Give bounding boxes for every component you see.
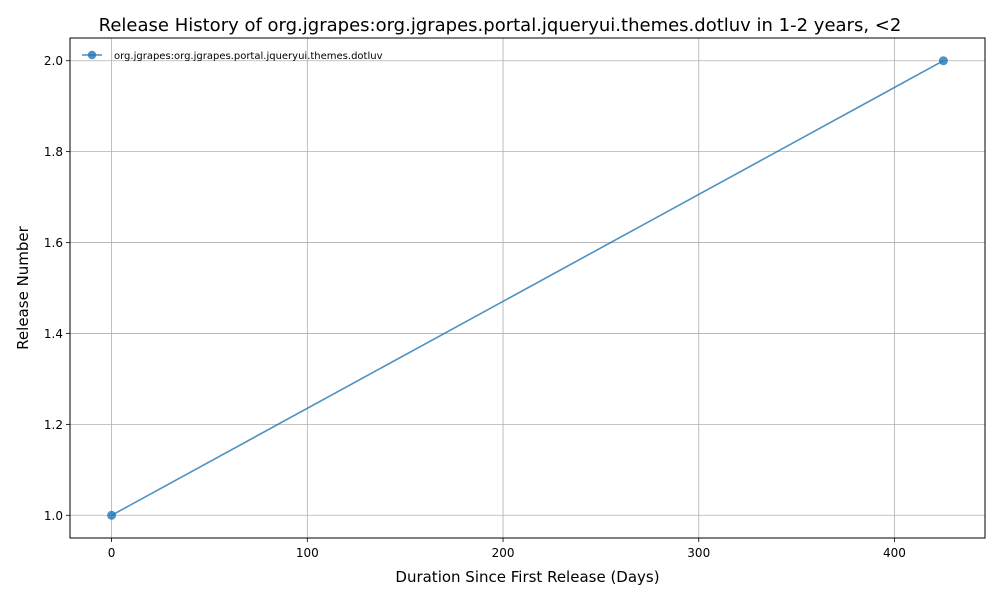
y-tick-label: 1.6 xyxy=(44,236,63,250)
series-layer xyxy=(107,56,948,520)
y-tick-label: 1.0 xyxy=(44,509,63,523)
data-point xyxy=(938,56,948,66)
y-tick-label: 2.0 xyxy=(44,54,63,68)
legend-marker-swatch xyxy=(87,50,97,60)
series-line xyxy=(111,60,944,516)
y-tick-label: 1.4 xyxy=(44,327,63,341)
x-axis-label: Duration Since First Release (Days) xyxy=(395,568,659,586)
legend-entry-label: org.jgrapes:org.jgrapes.portal.jqueryui.… xyxy=(114,51,383,62)
y-tick-label: 1.2 xyxy=(44,418,63,432)
x-tick-label: 200 xyxy=(492,546,515,560)
plot-area-frame xyxy=(69,37,986,539)
x-tick-label: 400 xyxy=(883,546,906,560)
legend: org.jgrapes:org.jgrapes.portal.jqueryui.… xyxy=(82,50,383,62)
x-tick-label: 300 xyxy=(687,546,710,560)
chart-title: Release History of org.jgrapes:org.jgrap… xyxy=(99,15,902,36)
x-tick-label: 0 xyxy=(108,546,116,560)
data-point xyxy=(107,510,117,520)
tick-layer: 0 100 200 300 400 1.0 1.2 1.4 1.6 1.8 2.0 xyxy=(44,54,906,560)
y-axis-label: Release Number xyxy=(14,225,32,349)
y-tick-label: 1.8 xyxy=(44,145,63,159)
grid-layer xyxy=(70,38,985,538)
x-tick-label: 100 xyxy=(296,546,319,560)
